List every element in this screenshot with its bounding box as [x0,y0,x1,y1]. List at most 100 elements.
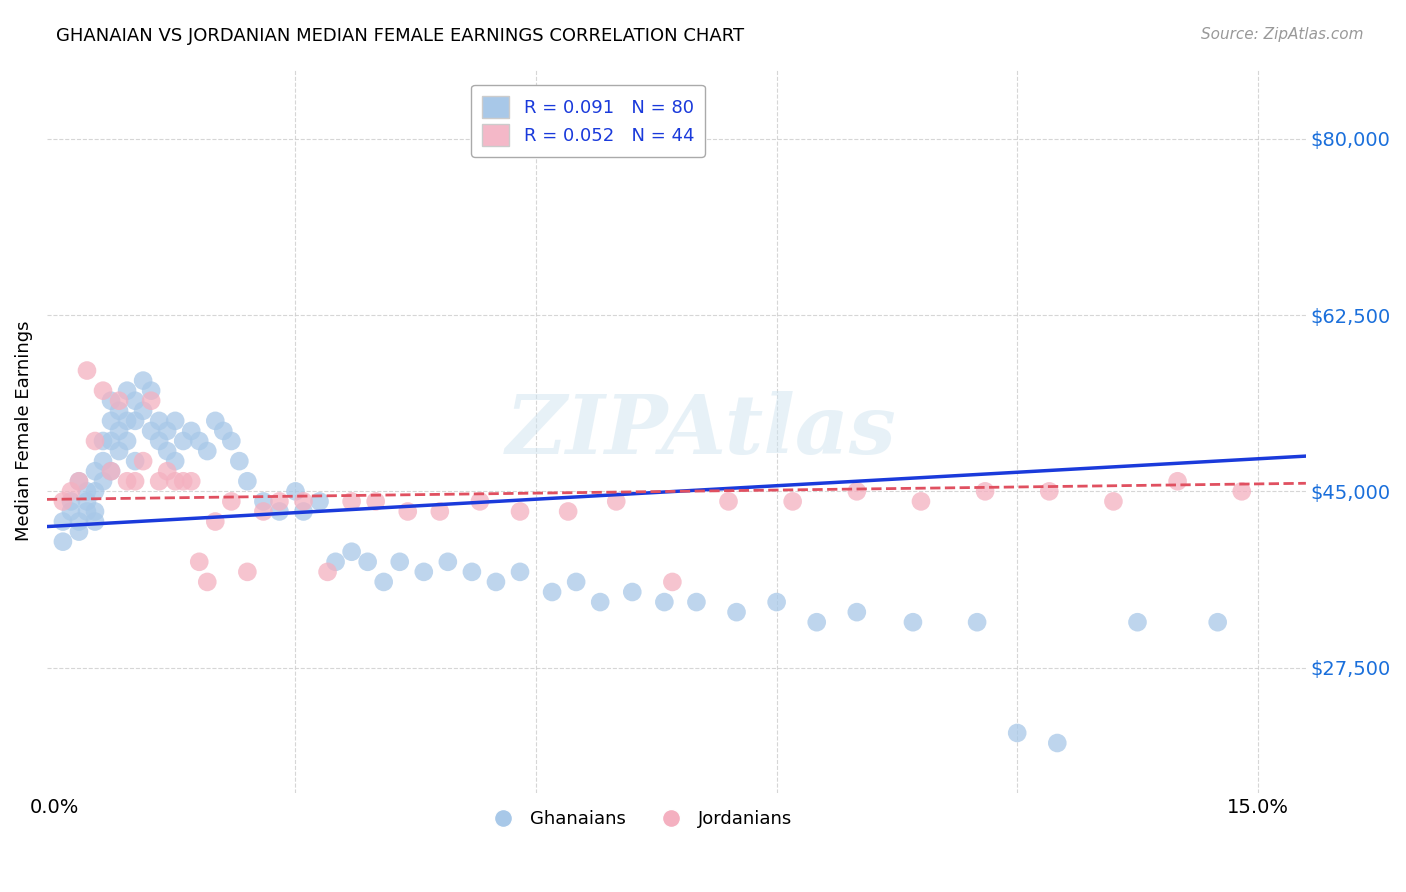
Point [252,504,274,518]
Point [91,454,114,468]
Point [1038,484,1060,499]
Text: GHANAIAN VS JORDANIAN MEDIAN FEMALE EARNINGS CORRELATION CHART: GHANAIAN VS JORDANIAN MEDIAN FEMALE EARN… [56,27,744,45]
Point [67,475,90,489]
Y-axis label: Median Female Earnings: Median Female Earnings [15,321,32,541]
Point [91,475,114,489]
Point [84,515,107,529]
Point [252,494,274,508]
Point [100,464,122,478]
Point [901,615,924,630]
Point [132,374,155,388]
Point [782,494,804,508]
Point [725,605,748,619]
Point [966,615,988,630]
Point [84,504,107,518]
Point [172,475,194,489]
Point [485,574,508,589]
Point [84,434,107,448]
Point [52,515,75,529]
Point [468,494,491,508]
Point [340,494,363,508]
Point [340,545,363,559]
Point [180,424,202,438]
Point [236,475,259,489]
Point [221,494,243,508]
Point [156,424,179,438]
Point [139,424,162,438]
Point [91,434,114,448]
Point [195,574,218,589]
Point [974,484,997,499]
Point [325,555,347,569]
Point [212,424,235,438]
Point [204,515,226,529]
Point [373,574,395,589]
Point [59,484,82,499]
Point [204,414,226,428]
Point [589,595,612,609]
Point [180,475,202,489]
Point [1167,475,1189,489]
Point [76,494,98,508]
Point [565,574,588,589]
Point [76,363,98,377]
Point [139,384,162,398]
Point [221,434,243,448]
Point [52,494,75,508]
Point [139,393,162,408]
Point [108,393,131,408]
Point [76,484,98,499]
Point [654,595,676,609]
Point [269,504,291,518]
Point [124,454,146,468]
Point [509,504,531,518]
Point [115,475,138,489]
Point [148,475,170,489]
Point [605,494,627,508]
Point [91,384,114,398]
Point [84,484,107,499]
Point [115,434,138,448]
Point [910,494,932,508]
Point [59,504,82,518]
Point [165,454,187,468]
Point [156,444,179,458]
Point [1230,484,1253,499]
Point [388,555,411,569]
Point [292,494,315,508]
Point [76,504,98,518]
Point [59,494,82,508]
Point [557,504,579,518]
Point [1046,736,1069,750]
Point [67,475,90,489]
Point [316,565,339,579]
Point [115,384,138,398]
Point [396,504,419,518]
Text: Source: ZipAtlas.com: Source: ZipAtlas.com [1201,27,1364,42]
Point [269,494,291,508]
Point [52,534,75,549]
Point [84,464,107,478]
Point [100,464,122,478]
Point [172,434,194,448]
Point [156,464,179,478]
Point [108,444,131,458]
Point [1005,726,1028,740]
Point [165,475,187,489]
Point [124,393,146,408]
Point [124,414,146,428]
Point [1102,494,1125,508]
Point [717,494,740,508]
Point [195,444,218,458]
Point [132,454,155,468]
Point [412,565,434,579]
Point [356,555,378,569]
Point [509,565,531,579]
Point [165,414,187,428]
Point [115,414,138,428]
Point [1126,615,1149,630]
Point [148,434,170,448]
Point [236,565,259,579]
Point [621,585,644,599]
Point [100,414,122,428]
